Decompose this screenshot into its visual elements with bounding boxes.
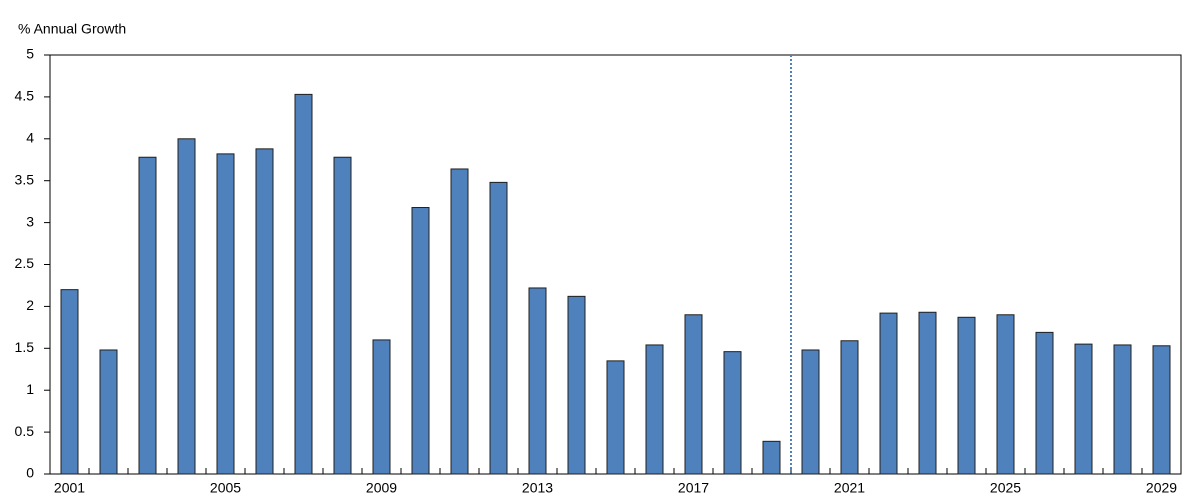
bar (177, 138, 196, 475)
x-tick-label: 2025 (990, 480, 1021, 496)
y-tick-label: 4 (26, 130, 34, 146)
bar (1074, 343, 1093, 475)
y-tick-label: 4.5 (15, 88, 35, 104)
bar (918, 311, 937, 475)
bar (489, 181, 508, 475)
bar (450, 168, 469, 475)
bar (99, 349, 118, 475)
x-tick-label: 2029 (1146, 480, 1177, 496)
y-tick-label: 0 (26, 465, 34, 481)
x-tick-label: 2021 (834, 480, 865, 496)
y-tick-label: 5 (26, 46, 34, 62)
bar (528, 287, 547, 475)
bar (840, 340, 859, 475)
bar (1035, 331, 1054, 475)
y-tick-label: 3 (26, 213, 34, 229)
y-tick-label: 3.5 (15, 171, 35, 187)
bar (138, 156, 157, 475)
bar (255, 148, 274, 475)
bar (996, 314, 1015, 475)
bar (216, 153, 235, 475)
bar (567, 295, 586, 475)
x-tick-label: 2017 (678, 480, 709, 496)
bar (372, 339, 391, 475)
bar (762, 440, 781, 475)
bar (333, 156, 352, 475)
bar (606, 360, 625, 475)
bar (684, 314, 703, 475)
y-tick-label: 1.5 (15, 339, 35, 355)
bar (294, 93, 313, 475)
x-tick-label: 2001 (54, 480, 85, 496)
y-tick-label: 0.5 (15, 423, 35, 439)
bar (957, 316, 976, 475)
bar (723, 351, 742, 475)
y-tick-label: 1 (26, 381, 34, 397)
bar (645, 344, 664, 475)
x-tick-label: 2005 (210, 480, 241, 496)
y-tick-label: 2 (26, 297, 34, 313)
x-tick-label: 2009 (366, 480, 397, 496)
bar (879, 312, 898, 475)
x-tick-label: 2013 (522, 480, 553, 496)
y-axis-label: % Annual Growth (18, 21, 126, 37)
bar (1152, 345, 1171, 475)
bar (801, 349, 820, 475)
bar (1113, 344, 1132, 475)
y-tick-label: 2.5 (15, 255, 35, 271)
bar (60, 289, 79, 475)
bar (411, 207, 430, 475)
